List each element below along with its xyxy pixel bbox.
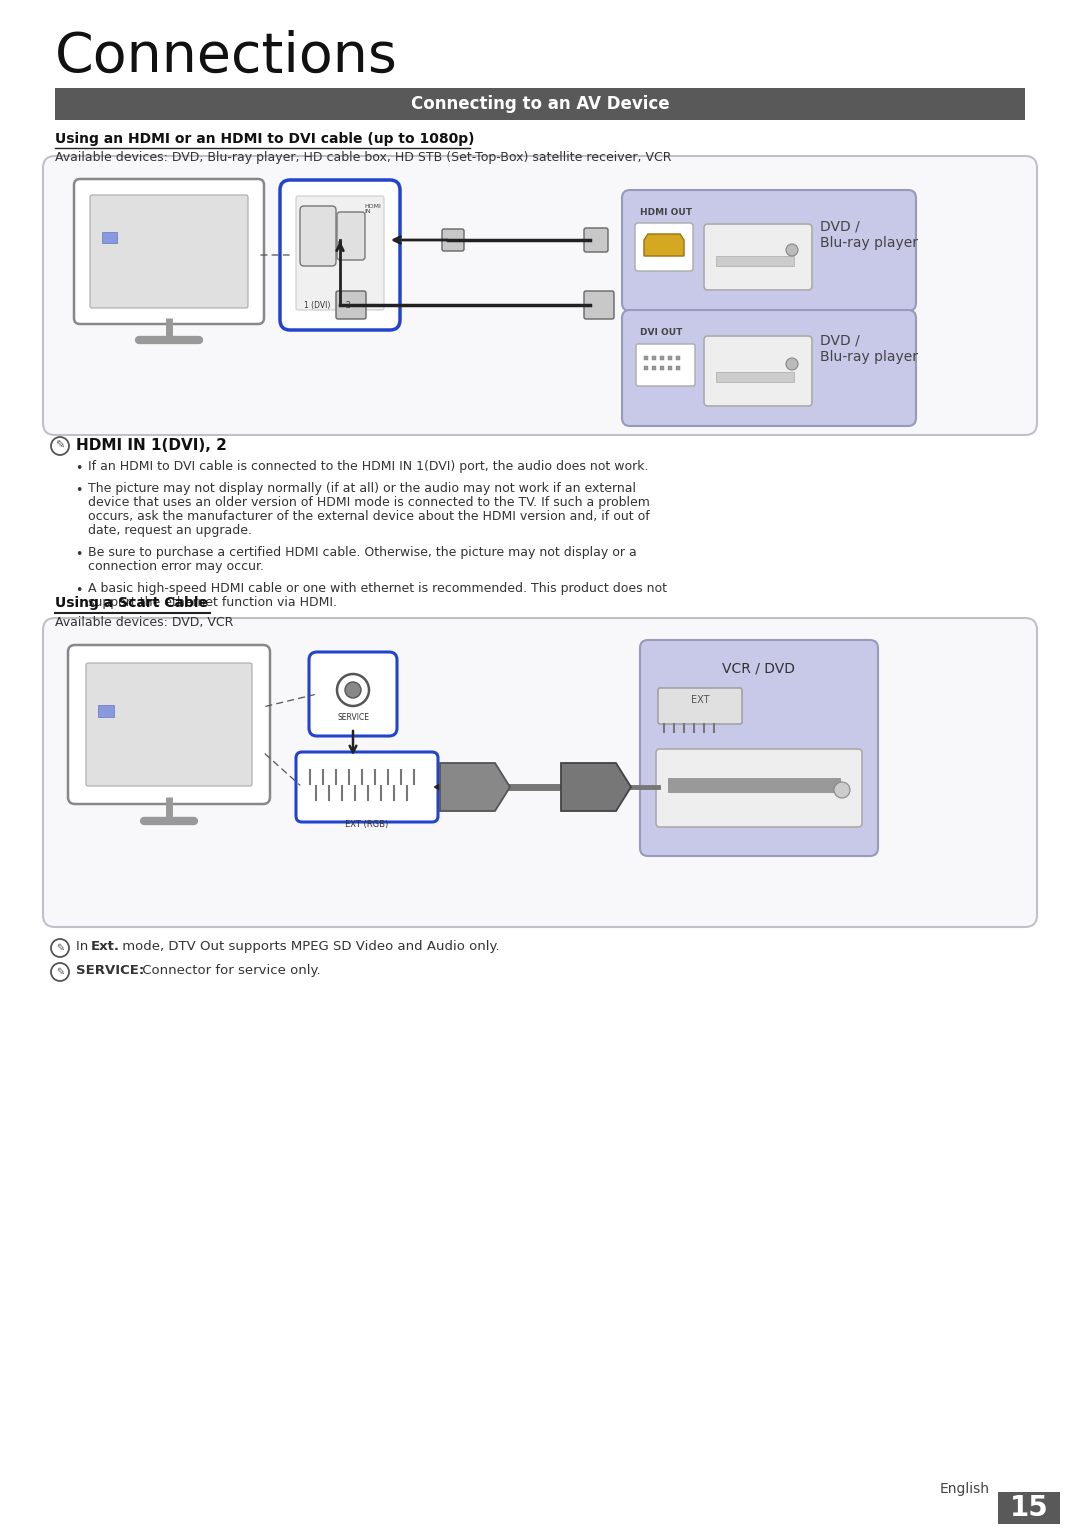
Circle shape (786, 357, 798, 370)
FancyBboxPatch shape (622, 190, 916, 311)
Text: 15: 15 (1010, 1494, 1049, 1522)
FancyBboxPatch shape (336, 291, 366, 319)
Text: HDMI OUT: HDMI OUT (640, 209, 692, 216)
FancyBboxPatch shape (656, 749, 862, 827)
Bar (55, 87, 1025, 120)
Text: SERVICE: SERVICE (337, 713, 369, 723)
Bar (660, 367, 664, 370)
Text: Connecting to an AV Device: Connecting to an AV Device (410, 95, 670, 114)
Bar (98, 706, 114, 716)
Text: SERVICE:: SERVICE: (76, 963, 145, 977)
Bar (669, 778, 840, 792)
Text: Available devices: DVD, Blu-ray player, HD cable box, HD STB (Set-Top-Box) satel: Available devices: DVD, Blu-ray player, … (55, 150, 672, 164)
Text: mode, DTV Out supports MPEG SD Video and Audio only.: mode, DTV Out supports MPEG SD Video and… (118, 940, 500, 953)
Polygon shape (561, 762, 631, 811)
Text: occurs, ask the manufacturer of the external device about the HDMI version and, : occurs, ask the manufacturer of the exte… (87, 509, 650, 523)
FancyBboxPatch shape (43, 156, 1037, 436)
FancyBboxPatch shape (704, 336, 812, 407)
FancyBboxPatch shape (640, 640, 878, 856)
Bar (716, 373, 794, 382)
Text: HDMI IN 1(DVI), 2: HDMI IN 1(DVI), 2 (76, 439, 227, 453)
Text: VCR / DVD: VCR / DVD (723, 663, 796, 676)
Text: Using an HDMI or an HDMI to DVI cable (up to 1080p): Using an HDMI or an HDMI to DVI cable (u… (55, 132, 474, 146)
Text: EXT (RGB): EXT (RGB) (346, 821, 389, 828)
Text: A basic high-speed HDMI cable or one with ethernet is recommended. This product : A basic high-speed HDMI cable or one wit… (87, 581, 667, 595)
Bar (676, 367, 680, 370)
Polygon shape (440, 762, 510, 811)
FancyBboxPatch shape (622, 310, 916, 426)
Text: EXT: EXT (691, 695, 710, 706)
Text: Using a Scart Cable: Using a Scart Cable (55, 597, 208, 611)
Text: DVD /: DVD / (820, 334, 860, 348)
Text: •: • (75, 485, 82, 497)
Text: support the ethernet function via HDMI.: support the ethernet function via HDMI. (87, 597, 337, 609)
FancyBboxPatch shape (309, 652, 397, 736)
FancyBboxPatch shape (90, 195, 248, 308)
Text: Blu-ray player: Blu-ray player (820, 350, 918, 364)
FancyBboxPatch shape (635, 222, 693, 272)
Text: If an HDMI to DVI cable is connected to the HDMI IN 1(DVI) port, the audio does : If an HDMI to DVI cable is connected to … (87, 460, 648, 472)
Bar (652, 367, 656, 370)
Text: ✎: ✎ (56, 966, 64, 977)
Bar (652, 356, 656, 360)
FancyBboxPatch shape (636, 344, 696, 387)
Text: 2: 2 (346, 301, 351, 310)
Bar (676, 356, 680, 360)
Circle shape (834, 782, 850, 798)
Text: The picture may not display normally (if at all) or the audio may not work if an: The picture may not display normally (if… (87, 482, 636, 495)
Polygon shape (644, 235, 684, 256)
FancyBboxPatch shape (296, 752, 438, 822)
Circle shape (345, 683, 361, 698)
Bar (669, 367, 672, 370)
FancyBboxPatch shape (86, 663, 252, 785)
Text: In: In (76, 940, 93, 953)
FancyBboxPatch shape (296, 196, 384, 310)
Text: connection error may occur.: connection error may occur. (87, 560, 264, 574)
FancyBboxPatch shape (280, 179, 400, 330)
Bar (102, 232, 117, 242)
Text: •: • (75, 584, 82, 597)
Text: Ext.: Ext. (91, 940, 120, 953)
FancyBboxPatch shape (704, 224, 812, 290)
Text: Available devices: DVD, VCR: Available devices: DVD, VCR (55, 617, 233, 629)
FancyBboxPatch shape (337, 212, 365, 259)
Bar (644, 367, 648, 370)
Text: •: • (75, 548, 82, 561)
Text: device that uses an older version of HDMI mode is connected to the TV. If such a: device that uses an older version of HDM… (87, 495, 650, 509)
Bar (716, 256, 794, 265)
FancyBboxPatch shape (75, 179, 264, 324)
Text: ✎: ✎ (55, 440, 65, 451)
FancyBboxPatch shape (43, 618, 1037, 927)
Text: •: • (75, 462, 82, 476)
FancyBboxPatch shape (68, 644, 270, 804)
Text: Be sure to purchase a certified HDMI cable. Otherwise, the picture may not displ: Be sure to purchase a certified HDMI cab… (87, 546, 637, 558)
Text: date, request an upgrade.: date, request an upgrade. (87, 525, 252, 537)
Text: English: English (940, 1482, 990, 1496)
Text: HDMI
IN: HDMI IN (364, 204, 381, 215)
Text: Connections: Connections (55, 31, 397, 84)
Bar (644, 356, 648, 360)
Circle shape (786, 244, 798, 256)
Bar (998, 1493, 1059, 1523)
FancyBboxPatch shape (300, 206, 336, 265)
Text: ✎: ✎ (56, 943, 64, 953)
Text: DVI OUT: DVI OUT (640, 328, 683, 337)
FancyBboxPatch shape (658, 689, 742, 724)
Text: Blu-ray player: Blu-ray player (820, 236, 918, 250)
Text: Connector for service only.: Connector for service only. (138, 963, 321, 977)
Bar (660, 356, 664, 360)
Text: DVD /: DVD / (820, 219, 860, 235)
Text: 1 (DVI): 1 (DVI) (303, 301, 330, 310)
FancyBboxPatch shape (584, 291, 615, 319)
FancyBboxPatch shape (584, 229, 608, 252)
FancyBboxPatch shape (442, 229, 464, 252)
Bar (669, 356, 672, 360)
